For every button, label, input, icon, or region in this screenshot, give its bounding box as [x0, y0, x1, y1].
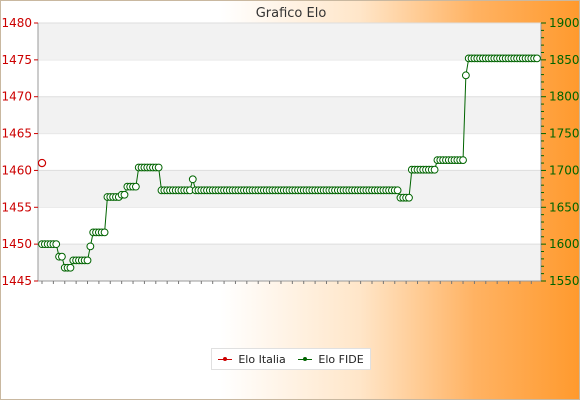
right-tick-label: 1550	[549, 274, 580, 288]
right-tick-label: 1850	[549, 53, 580, 67]
left-tick-label: 1470	[1, 90, 32, 104]
point-elo-fide	[131, 182, 140, 191]
left-tick-label: 1480	[1, 16, 32, 30]
right-tick-label: 1750	[549, 127, 580, 141]
point-elo-fide	[405, 193, 413, 202]
point-elo-fide	[66, 263, 75, 272]
right-tick-label: 1600	[549, 237, 580, 251]
point-elo-fide	[86, 242, 95, 251]
point-elo-fide	[461, 71, 470, 80]
legend-entry-elo-italia: Elo Italia	[218, 352, 286, 366]
legend-swatch-elo-fide	[298, 356, 313, 361]
left-tick-label: 1465	[1, 127, 32, 141]
point-elo-fide	[100, 228, 109, 237]
chart-title: Grafico Elo	[256, 6, 327, 21]
point-elo-fide	[459, 156, 467, 165]
legend-swatch-elo-italia	[218, 356, 233, 361]
point-elo-fide	[188, 175, 197, 184]
left-tick-label: 1475	[1, 53, 32, 67]
point-elo-fide	[120, 190, 129, 199]
left-tick-label: 1455	[1, 200, 32, 214]
right-tick-label: 1800	[549, 90, 580, 104]
point-elo-fide	[58, 252, 66, 261]
grid-band	[38, 96, 541, 134]
right-tick-label: 1900	[549, 16, 580, 30]
legend-entry-elo-fide: Elo FIDE	[298, 352, 364, 366]
point-elo-fide	[393, 186, 402, 195]
point-elo-fide	[52, 240, 61, 249]
left-tick-label: 1445	[1, 274, 32, 288]
right-tick-label: 1650	[549, 200, 580, 214]
left-tick-label: 1460	[1, 163, 32, 177]
legend: Elo Italia Elo FIDE	[211, 348, 371, 370]
point-elo-fide	[430, 165, 439, 174]
grid-band	[38, 23, 541, 60]
point-elo-fide	[83, 256, 92, 265]
left-tick-label: 1450	[1, 237, 32, 251]
grid-band	[38, 244, 541, 281]
legend-label-elo-fide: Elo FIDE	[318, 352, 364, 366]
legend-label-elo-italia: Elo Italia	[238, 352, 286, 366]
point-elo-fide	[533, 54, 541, 63]
point-elo-italia	[37, 158, 47, 168]
point-elo-fide	[154, 163, 163, 172]
plot-area	[38, 23, 541, 281]
right-tick-label: 1700	[549, 163, 580, 177]
